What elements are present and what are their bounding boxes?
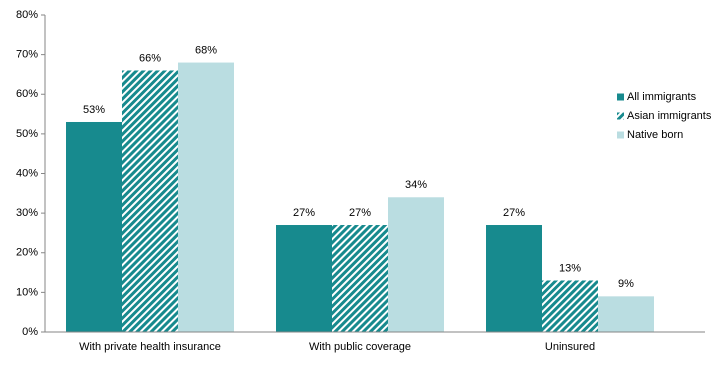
bar: [66, 121, 122, 332]
value-label: 27%: [503, 207, 525, 219]
y-tick-label: 20%: [16, 247, 38, 259]
bar: [276, 225, 332, 332]
y-tick-label: 30%: [16, 207, 38, 219]
x-tick-label: With public coverage: [309, 341, 411, 353]
value-label: 9%: [618, 278, 634, 290]
y-tick-label: 0%: [22, 326, 38, 338]
legend-swatch: [617, 131, 624, 139]
y-tick-label: 70%: [16, 49, 38, 61]
y-tick-label: 50%: [16, 128, 38, 140]
value-label: 27%: [293, 207, 315, 219]
legend-label: All immigrants: [627, 91, 697, 103]
value-label: 66%: [139, 52, 161, 64]
x-tick-label: Uninsured: [545, 341, 595, 353]
bar: [486, 225, 542, 332]
y-tick-label: 10%: [16, 286, 38, 298]
x-tick-label: With private health insurance: [79, 341, 221, 353]
value-label: 34%: [405, 179, 427, 191]
legend-label: Asian immigrants: [627, 110, 712, 122]
y-tick-label: 40%: [16, 167, 38, 179]
y-tick-label: 60%: [16, 88, 38, 100]
y-tick-label: 80%: [16, 9, 38, 21]
value-label: 27%: [349, 207, 371, 219]
bar: [178, 62, 234, 333]
value-label: 53%: [83, 104, 105, 116]
legend-swatch: [617, 112, 624, 120]
legend-swatch: [617, 93, 624, 101]
bar: [598, 296, 654, 332]
bar: [332, 225, 388, 332]
value-label: 68%: [195, 44, 217, 56]
legend-label: Native born: [627, 129, 683, 141]
bar: [122, 70, 178, 332]
bar: [542, 280, 598, 332]
value-label: 13%: [559, 262, 581, 274]
bar: [388, 197, 444, 332]
